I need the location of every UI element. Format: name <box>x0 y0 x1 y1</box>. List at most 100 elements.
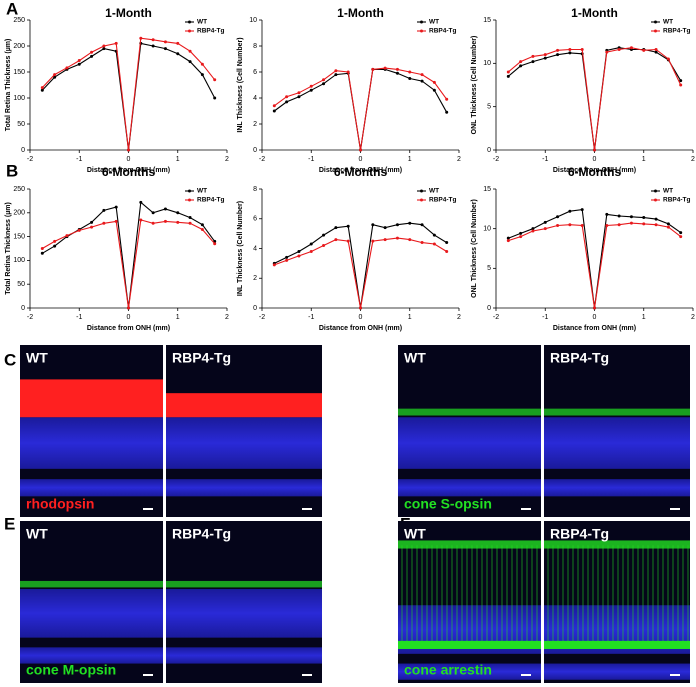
data-point <box>102 208 106 212</box>
x-tick-label: -2 <box>27 156 33 163</box>
series-line <box>41 37 216 151</box>
x-axis-title: Distance from ONH (mm) <box>319 167 402 174</box>
data-point <box>163 207 167 211</box>
data-point <box>213 96 217 100</box>
data-point <box>151 211 155 215</box>
data-point <box>666 222 670 226</box>
data-point <box>188 216 192 220</box>
x-tick-label: -2 <box>259 314 265 321</box>
data-point <box>322 244 326 248</box>
data-point <box>629 215 633 219</box>
data-point <box>371 223 375 227</box>
chart-title: 6-Months <box>334 165 388 179</box>
stain-label: cone M-opsin <box>26 662 116 678</box>
x-tick-label: 0 <box>593 156 597 163</box>
chart-title: 1-Month <box>105 6 152 20</box>
data-point <box>77 59 81 63</box>
data-point <box>506 74 510 78</box>
data-point <box>163 219 167 223</box>
series-line <box>274 237 447 309</box>
y-tick-label: 250 <box>13 186 25 193</box>
stain-band <box>398 540 541 549</box>
x-tick-label: -2 <box>493 156 499 163</box>
legend-marker <box>420 20 423 24</box>
scale-bar <box>143 508 153 510</box>
series-line <box>508 222 682 309</box>
scale-bar <box>521 674 531 676</box>
y-tick-label: 2 <box>253 121 257 128</box>
y-tick-label: 0 <box>253 147 257 154</box>
nuclear-layer <box>166 589 322 638</box>
panel-label: C <box>4 350 16 369</box>
y-axis-title: INL Thickness (Cell Number) <box>237 37 244 132</box>
data-point <box>285 258 289 262</box>
data-point <box>53 244 57 248</box>
data-point <box>445 110 449 114</box>
data-point <box>163 47 167 51</box>
data-point <box>506 236 510 240</box>
x-tick-label: 1 <box>176 314 180 321</box>
data-point <box>556 48 560 52</box>
data-point <box>90 220 94 224</box>
panel-label: E <box>4 514 15 533</box>
data-point <box>346 70 350 74</box>
stain-label: cone S-opsin <box>404 496 492 512</box>
x-tick-label: 1 <box>408 156 412 163</box>
data-point <box>543 53 547 57</box>
data-point <box>77 228 81 232</box>
chart-title: 6-Months <box>568 165 622 179</box>
x-tick-label: 2 <box>225 156 229 163</box>
data-point <box>580 223 584 227</box>
legend-label: WT <box>663 188 673 195</box>
data-point <box>90 50 94 54</box>
x-tick-label: -1 <box>76 156 82 163</box>
data-point <box>593 148 596 152</box>
data-point <box>506 239 510 243</box>
nuclear-layer <box>398 663 541 680</box>
legend-label: WT <box>663 19 673 26</box>
series-line <box>507 47 682 151</box>
stain-band <box>544 408 690 416</box>
data-point <box>139 218 143 222</box>
data-point <box>77 62 81 66</box>
scale-bar <box>521 508 531 510</box>
y-tick-label: 2 <box>253 275 257 282</box>
data-point <box>272 263 276 267</box>
data-point <box>297 249 301 253</box>
genotype-label: RBP4-Tg <box>172 526 231 542</box>
legend-marker <box>420 189 423 193</box>
data-point <box>395 67 399 71</box>
data-point <box>213 78 217 82</box>
data-point <box>322 78 326 82</box>
legend-marker <box>420 198 423 202</box>
stain-band <box>20 379 163 418</box>
chart-title: 6-Months <box>102 165 156 179</box>
data-point <box>297 91 301 95</box>
data-point <box>605 212 609 216</box>
stain-band <box>166 393 322 418</box>
y-tick-label: 15 <box>483 186 491 193</box>
data-point <box>127 306 130 310</box>
data-point <box>40 251 44 255</box>
x-tick-label: 0 <box>127 156 131 163</box>
series-line <box>507 47 682 151</box>
data-point <box>432 233 436 237</box>
stain-band <box>398 640 541 649</box>
x-tick-label: 1 <box>408 314 412 321</box>
x-tick-label: -1 <box>542 156 548 163</box>
y-tick-label: 6 <box>253 216 257 223</box>
scale-bar <box>143 674 153 676</box>
data-point <box>346 239 350 243</box>
data-point <box>556 215 560 219</box>
data-point <box>654 217 658 221</box>
data-point <box>666 57 670 61</box>
nuclear-layer <box>20 589 163 638</box>
data-point <box>40 86 44 90</box>
data-point <box>617 214 621 218</box>
x-tick-label: 2 <box>691 156 695 163</box>
data-point <box>53 239 57 243</box>
data-point <box>580 47 584 51</box>
data-point <box>556 223 560 227</box>
y-tick-label: 4 <box>253 95 257 102</box>
data-point <box>188 49 192 53</box>
